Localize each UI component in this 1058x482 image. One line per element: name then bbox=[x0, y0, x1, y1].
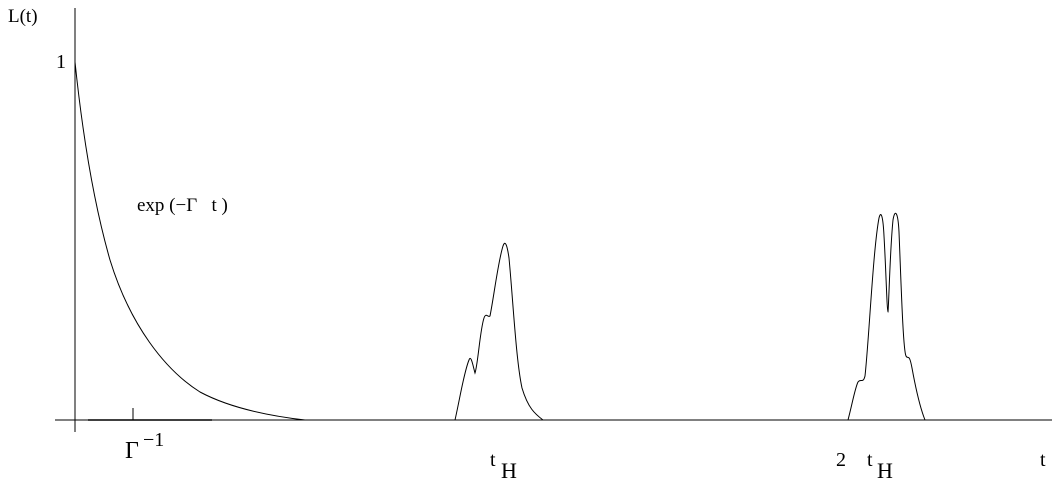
peak-tH bbox=[454, 242, 544, 421]
gamma-inverse-exponent: −1 bbox=[143, 429, 164, 451]
two-tH-subscript: H bbox=[877, 458, 893, 482]
tH-subscript: H bbox=[501, 458, 517, 482]
x-axis-label: t bbox=[1040, 449, 1046, 471]
decay-label: exp (−Γ t ) bbox=[137, 195, 228, 216]
two-tH-t-label: t bbox=[867, 449, 873, 471]
tH-t-label: t bbox=[490, 449, 496, 471]
gamma-inverse-label: Γ bbox=[125, 438, 139, 464]
y-tick-label-one: 1 bbox=[56, 51, 66, 73]
decay-curve bbox=[74, 61, 306, 421]
two-tH-coefficient: 2 bbox=[836, 449, 846, 471]
y-axis-label: L(t) bbox=[8, 6, 38, 27]
peak-2tH bbox=[847, 212, 926, 421]
